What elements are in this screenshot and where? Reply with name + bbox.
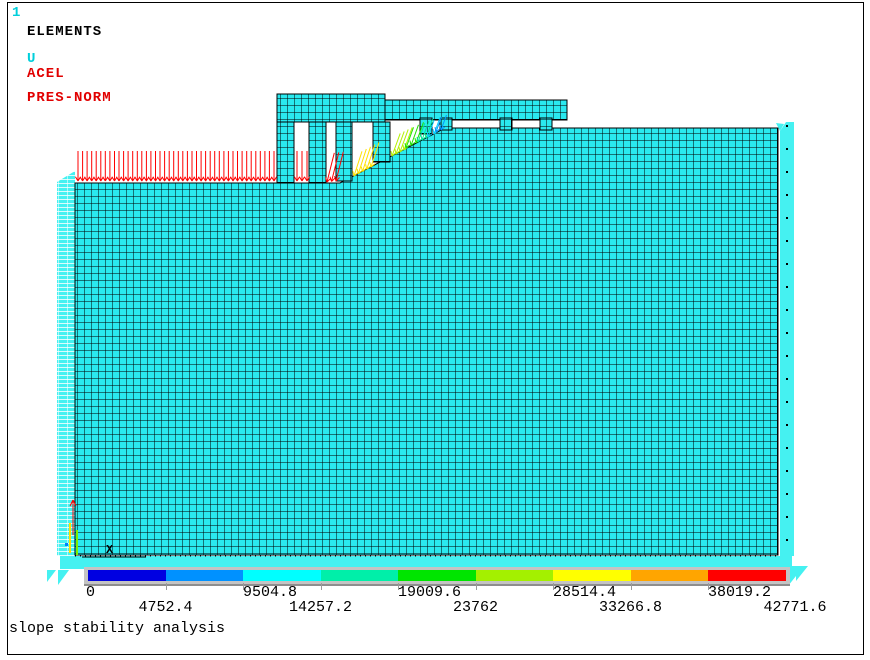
support-4: [539, 117, 553, 131]
load-arrows-slope-yellow: [352, 142, 380, 177]
legend-value: 4752.4: [138, 599, 193, 616]
right-boundary-strip: [780, 122, 794, 556]
legend-segment: [88, 570, 166, 581]
legend-tick: [708, 583, 709, 590]
load-arrows-slope-blue: [434, 114, 447, 133]
triad-x-label: X: [106, 543, 114, 557]
soil-mesh: [74, 127, 779, 556]
origin-arrow-up: [69, 499, 77, 535]
legend-value: 38019.2: [708, 584, 772, 601]
left-boundary-strip: [57, 171, 75, 556]
display-item-elements: ELEMENTS: [27, 24, 103, 40]
legend-tick: [243, 583, 244, 590]
deck-left: [276, 93, 386, 123]
pile-4: [372, 121, 391, 163]
legend-value: 23762: [452, 599, 499, 616]
legend-tick: [553, 583, 554, 590]
bottom-boundary-band: [60, 556, 792, 569]
bc-triangles-bottom-right: [788, 566, 808, 586]
load-arrows-pres-toe: [325, 151, 344, 183]
legend-segment: [475, 570, 553, 581]
display-item-pres-norm: PRES-NORM: [27, 90, 112, 106]
legend-colorbar: [88, 570, 786, 581]
legend-value: 28514.4: [553, 584, 617, 601]
pressure-load-arrows: [74, 114, 447, 183]
support-2: [439, 117, 453, 131]
pile-2: [308, 121, 327, 184]
legend-segment: [165, 570, 243, 581]
legend-value: 19009.6: [398, 584, 462, 601]
load-arrows-slope-yellowgreen: [390, 127, 413, 157]
legend-value: 14257.2: [288, 599, 353, 616]
legend-tick: [320, 583, 322, 590]
legend-segment: [708, 570, 786, 581]
legend-tick: [398, 583, 399, 590]
right-strip-notch: [776, 123, 784, 131]
legend-value: 9504.8: [243, 584, 298, 601]
support-3: [499, 117, 513, 131]
bc-triangles-bottom-left: [47, 570, 69, 585]
legend-value: 42771.6: [763, 599, 827, 616]
legend-tick: [630, 583, 632, 590]
plot-border: [7, 2, 864, 655]
legend-segment: [398, 570, 476, 581]
legend-tick: [165, 583, 167, 590]
load-arrows-slope-cyan: [426, 116, 441, 138]
load-arrows-pres-left: [74, 151, 278, 182]
legend-value: 33266.8: [598, 599, 663, 616]
plot-title: slope stability analysis: [9, 620, 226, 637]
display-item-acel: ACEL: [27, 66, 65, 82]
load-arrows-pres-gap1: [293, 151, 311, 182]
legend-value: 0: [86, 584, 96, 601]
origin-mark-blue: [65, 543, 68, 546]
legend-segment: [243, 570, 321, 581]
plot-number: 1: [12, 5, 22, 21]
legend-segment: [320, 570, 398, 581]
legend-tick: [475, 583, 477, 590]
pile-1: [276, 121, 295, 184]
legend-segment: [630, 570, 708, 581]
display-item-u: U: [27, 51, 37, 67]
legend-segment: [553, 570, 631, 581]
